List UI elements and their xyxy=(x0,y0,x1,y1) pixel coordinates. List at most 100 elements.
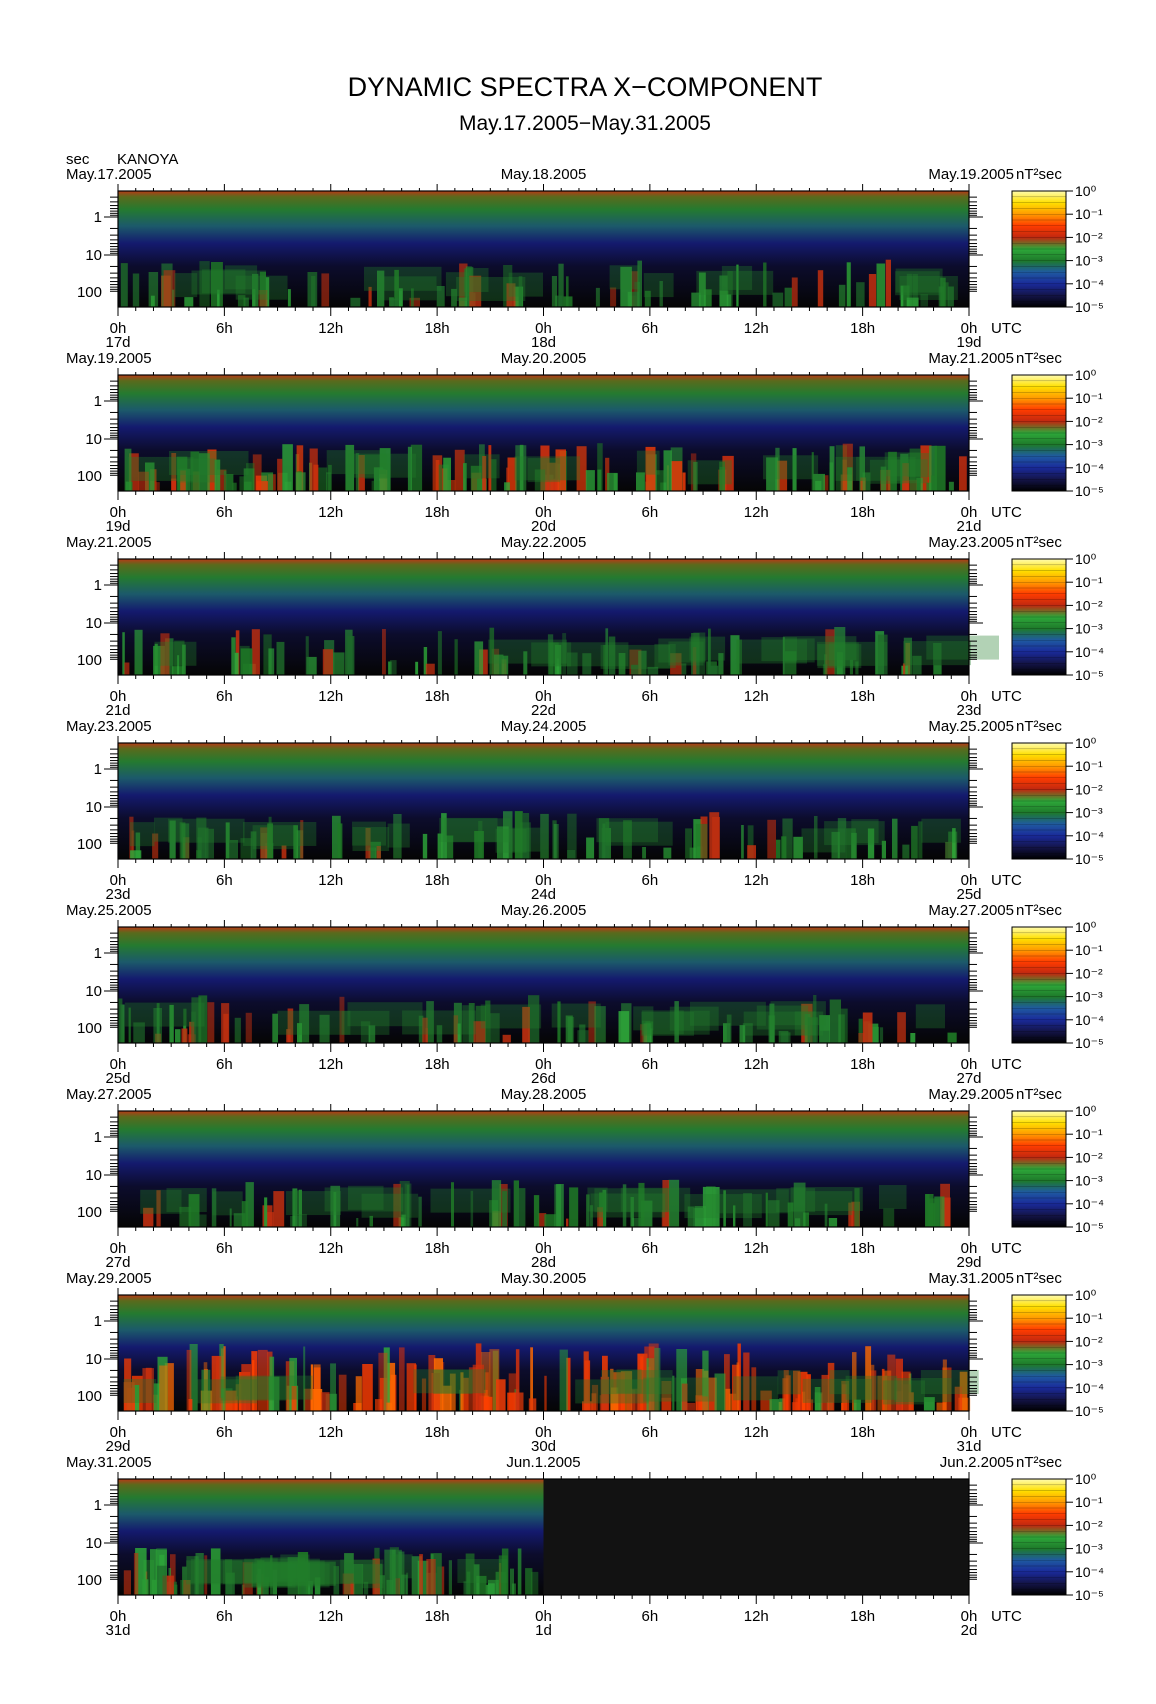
panels-group: May.17.2005 May.18.2005 May.19.2005 nT²sec1… xyxy=(66,166,1104,1639)
spectral-burst xyxy=(793,1182,806,1227)
spectral-burst xyxy=(328,464,332,491)
spectral-burst xyxy=(880,466,887,491)
spectral-burst xyxy=(712,1187,720,1227)
y-axis: 1 10 100 xyxy=(77,1300,983,1405)
spectral-band xyxy=(177,458,215,483)
spectral-burst xyxy=(846,262,851,307)
spectral-burst xyxy=(142,1368,154,1411)
y-axis: 1 10 100 xyxy=(77,1484,983,1589)
spectral-band xyxy=(169,450,249,475)
spectral-burst xyxy=(767,819,776,859)
spectral-burst xyxy=(902,463,909,491)
x-tick-label: 18h xyxy=(850,872,875,889)
spectral-burst xyxy=(407,446,412,491)
spectral-burst xyxy=(169,1004,174,1043)
spectral-burst xyxy=(723,1023,731,1043)
spectral-burst xyxy=(819,1015,830,1043)
spectral-band xyxy=(817,644,862,669)
spectral-band xyxy=(801,828,846,853)
spectral-burst xyxy=(588,1001,596,1043)
day-label-mid: 30d xyxy=(531,1438,556,1455)
x-tick-label: 12h xyxy=(744,1056,769,1073)
x-tick-label: 12h xyxy=(318,1608,343,1625)
spectral-burst xyxy=(638,650,647,675)
spectral-band xyxy=(890,459,928,484)
spectral-burst xyxy=(637,260,642,307)
spectral-burst xyxy=(132,273,140,307)
x-tick-label: 0h xyxy=(110,504,127,521)
spectral-burst xyxy=(333,652,345,675)
spectral-burst xyxy=(321,273,330,307)
spectral-burst xyxy=(817,270,824,307)
x-tick-label: 0h xyxy=(110,1240,127,1257)
spectral-burst xyxy=(231,637,236,675)
spectral-band xyxy=(600,644,671,669)
spectral-burst xyxy=(379,448,391,491)
spectral-burst xyxy=(350,297,361,307)
spectral-burst xyxy=(634,281,640,307)
x-tick-label: 0h xyxy=(961,1608,978,1625)
panel-8: May.31.2005 Jun.1.2005 Jun.2.2005 nT²sec 1 10… xyxy=(66,1454,1104,1639)
colorbar-tick-label: 10⁻⁴ xyxy=(1075,1196,1104,1212)
spectral-burst xyxy=(557,1001,561,1043)
spectral-burst xyxy=(386,1402,393,1411)
x-tick-label: 18h xyxy=(425,872,450,889)
spectral-band xyxy=(590,1193,666,1218)
spectral-burst xyxy=(506,283,516,307)
spectral-burst xyxy=(225,1390,237,1411)
spectral-burst xyxy=(742,1023,753,1043)
x-tick-label: 0h xyxy=(535,1056,552,1073)
spectral-burst xyxy=(417,1560,429,1595)
spectral-burst xyxy=(736,264,739,307)
spectral-burst xyxy=(623,820,632,859)
spectral-band xyxy=(882,1380,925,1405)
spectral-burst xyxy=(591,1393,597,1411)
spectral-burst xyxy=(825,629,835,675)
spectral-band xyxy=(457,1558,508,1583)
spectral-burst xyxy=(829,462,834,491)
spectral-burst xyxy=(153,645,165,675)
spectral-burst xyxy=(792,448,797,491)
spectral-burst xyxy=(695,1369,704,1411)
spectral-burst xyxy=(517,1548,522,1595)
spectral-burst xyxy=(169,820,176,859)
spectral-burst xyxy=(827,1362,835,1411)
spectral-burst xyxy=(155,482,160,491)
spectral-burst xyxy=(488,445,492,491)
y-tick-label: 100 xyxy=(77,1020,102,1037)
spectral-band xyxy=(733,1376,779,1401)
spectral-burst xyxy=(233,1213,246,1227)
spectral-burst xyxy=(544,1375,547,1411)
colorbar-tick-label: 10⁻⁴ xyxy=(1075,644,1104,660)
spectral-burst xyxy=(128,1007,131,1043)
spectral-burst xyxy=(828,1218,838,1227)
spectral-burst xyxy=(831,831,840,859)
spectral-burst xyxy=(528,1398,537,1411)
spectral-burst xyxy=(854,1188,860,1227)
spectral-burst xyxy=(339,996,345,1043)
spectral-burst xyxy=(638,1182,645,1227)
spectral-band xyxy=(884,452,920,477)
y-tick-label: 10 xyxy=(85,247,102,264)
spectral-burst xyxy=(181,1028,188,1043)
spectral-burst xyxy=(372,1558,380,1595)
spectral-burst xyxy=(607,472,618,491)
spectral-burst xyxy=(191,1011,196,1043)
spectral-band xyxy=(654,643,676,668)
spectral-burst xyxy=(365,827,371,859)
spectral-burst xyxy=(171,478,177,491)
spectral-burst xyxy=(670,461,683,491)
day-label-mid: 18d xyxy=(531,334,556,351)
spectral-band xyxy=(480,1004,542,1029)
x-tick-label: 18h xyxy=(850,1056,875,1073)
spectral-band xyxy=(869,459,904,484)
spectral-burst xyxy=(379,1377,388,1411)
spectral-burst xyxy=(811,452,814,491)
panel-7: May.29.2005 May.30.2005 May.31.2005 nT²sec1… xyxy=(66,1270,1104,1455)
spectral-burst xyxy=(379,1575,385,1595)
spectral-burst xyxy=(460,1372,464,1411)
spectral-burst xyxy=(378,1352,388,1411)
spectral-burst xyxy=(284,481,292,491)
spectral-burst xyxy=(465,1553,475,1595)
spectral-burst xyxy=(223,1346,226,1411)
